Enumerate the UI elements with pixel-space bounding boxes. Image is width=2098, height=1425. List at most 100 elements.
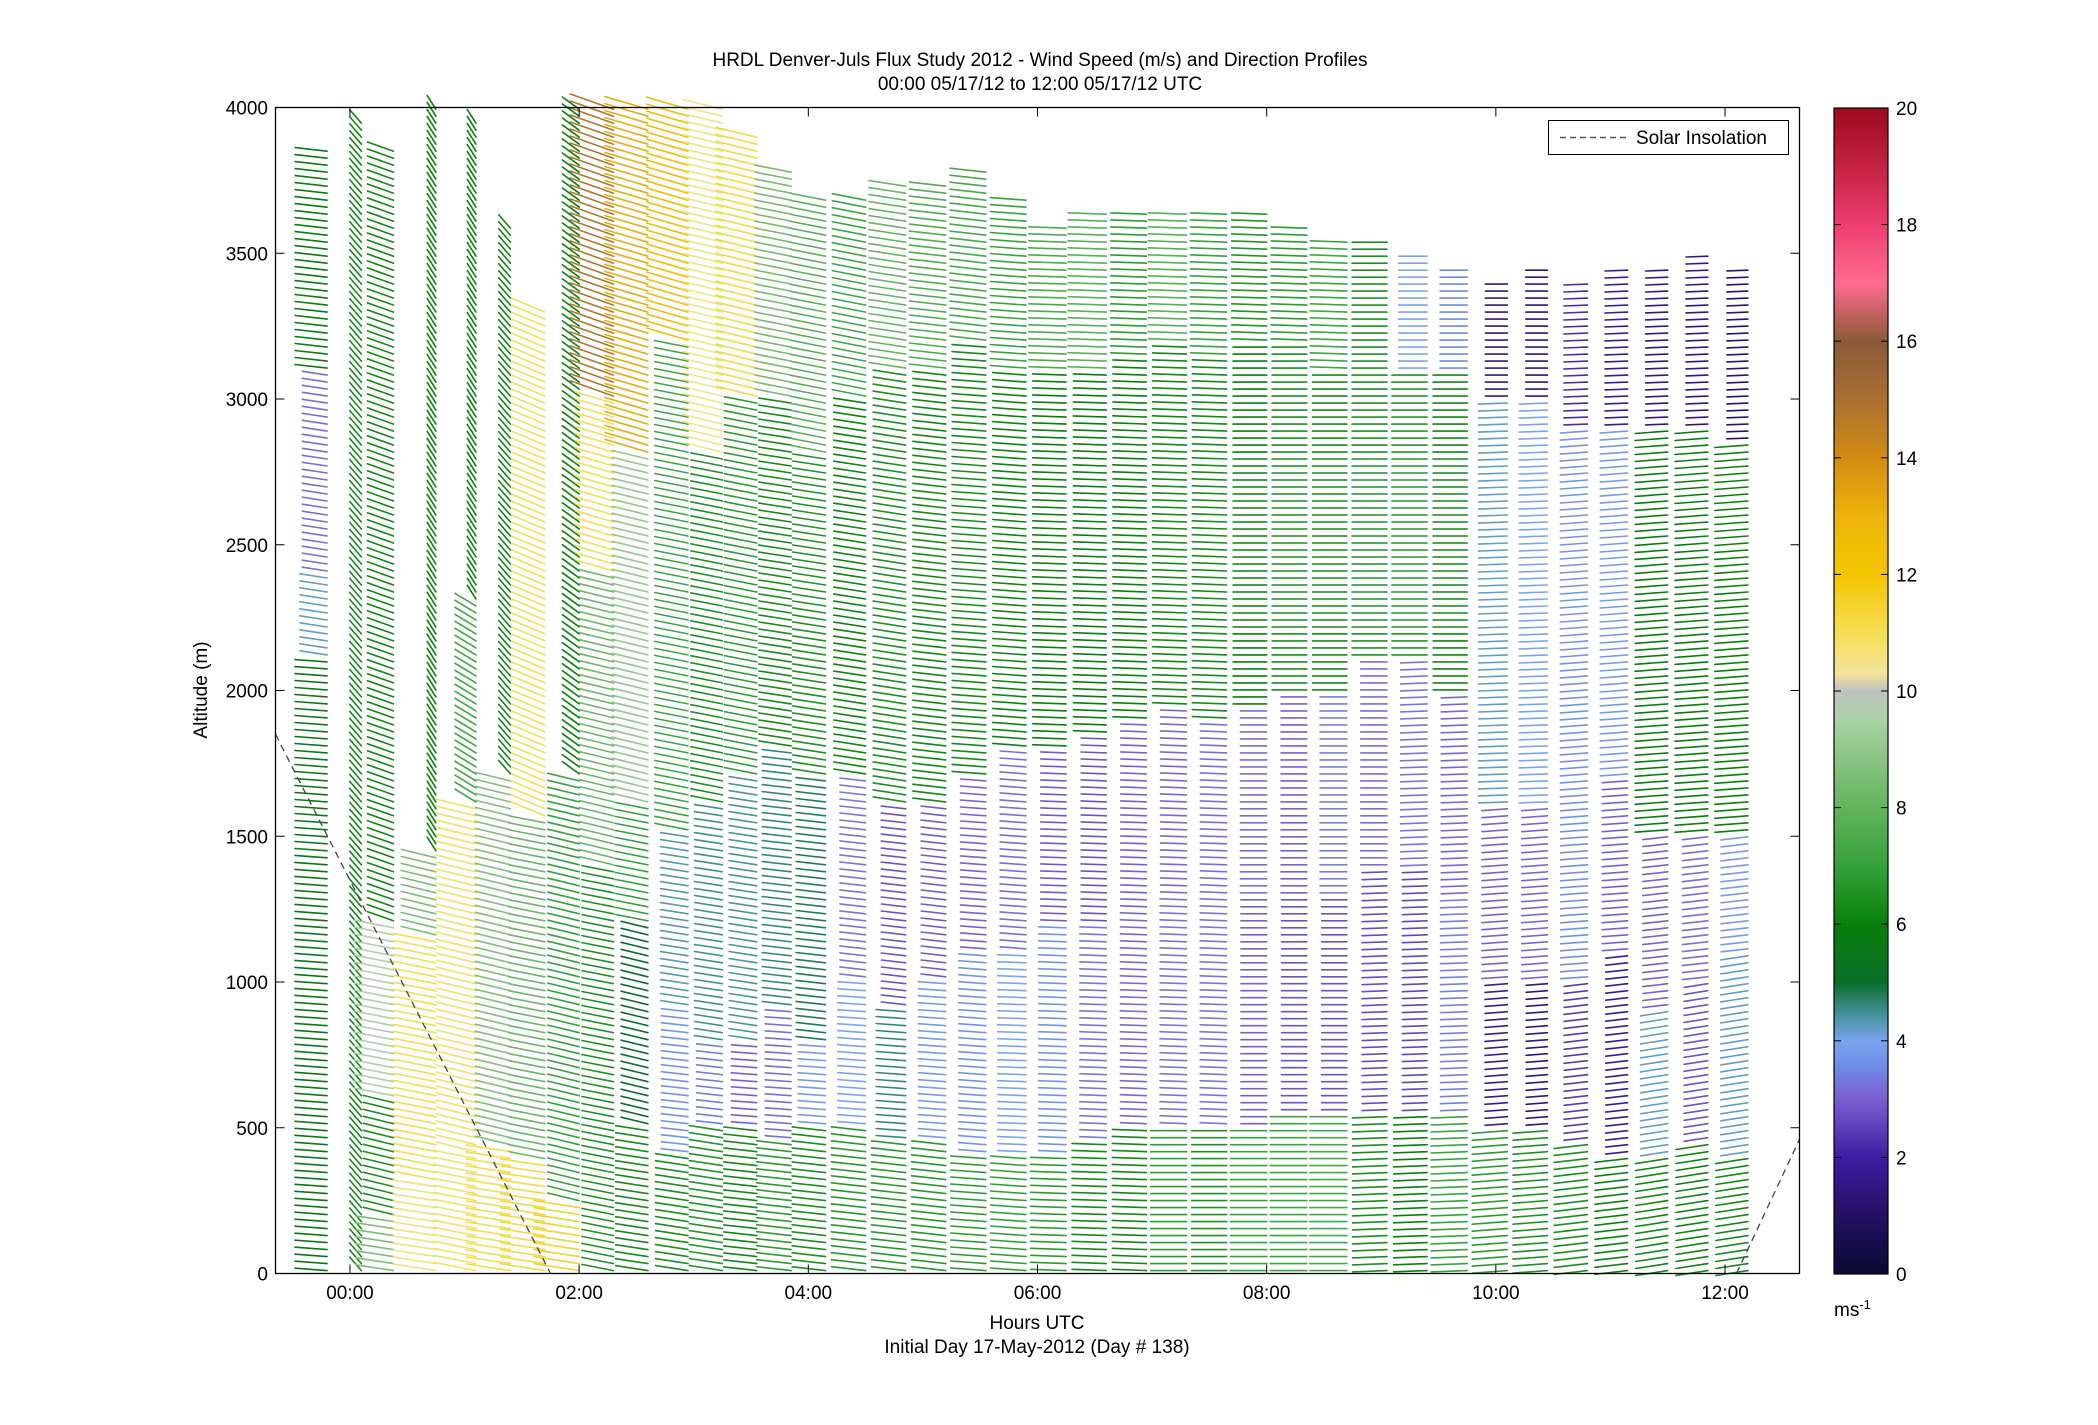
wind-barb (996, 1128, 1027, 1132)
wind-barb (1484, 982, 1509, 987)
wind-barb (497, 556, 512, 572)
wind-barb (620, 1074, 649, 1083)
wind-barb (1191, 491, 1228, 495)
wind-barb (299, 593, 328, 600)
wind-barb (433, 1212, 477, 1223)
wind-barb (1351, 1122, 1388, 1126)
wind-barb (949, 335, 987, 341)
wind-barb (1151, 533, 1188, 537)
wind-barb (348, 584, 363, 600)
wind-barb (353, 954, 395, 964)
wind-barb (872, 705, 907, 712)
wind-barb (1477, 759, 1509, 762)
wind-barb (1037, 1072, 1067, 1076)
wind-barb (1477, 668, 1509, 671)
wind-barb (569, 338, 615, 355)
wind-barb (1199, 988, 1228, 992)
wind-barb (1392, 1241, 1428, 1245)
wind-barb (569, 331, 615, 348)
wind-barb (569, 261, 615, 279)
wind-barb (546, 968, 581, 978)
wind-barb (1230, 240, 1268, 243)
wind-barb (1351, 1248, 1388, 1252)
wind-barb (1439, 996, 1468, 1000)
wind-barb (474, 1100, 512, 1111)
wind-barb (1477, 731, 1509, 734)
wind-barb (366, 141, 395, 152)
wind-barb (836, 1099, 867, 1104)
wind-barb (533, 1206, 581, 1216)
wind-barb (715, 301, 758, 313)
wind-barb (392, 1128, 437, 1139)
wind-barb (1110, 309, 1148, 313)
wind-barb (715, 329, 758, 341)
wind-barb (951, 763, 987, 768)
wind-barb (659, 873, 689, 880)
wind-barb (1067, 254, 1108, 258)
wind-barb (497, 710, 512, 726)
wind-barb (1151, 701, 1188, 705)
wind-barb (366, 644, 395, 656)
wind-barb (653, 563, 689, 572)
wind-barb (1430, 1136, 1468, 1140)
wind-barb (1147, 316, 1188, 320)
wind-barb (957, 1085, 987, 1090)
wind-barb (435, 910, 477, 922)
wind-barb (435, 966, 477, 978)
wind-barb (1477, 689, 1509, 692)
wind-barb (1119, 960, 1148, 964)
wind-barb (996, 1002, 1027, 1006)
wind-barb (715, 182, 758, 194)
wind-barb (348, 423, 363, 439)
wind-barb (831, 234, 867, 243)
wind-barb (435, 931, 477, 943)
wind-barb (912, 559, 947, 565)
wind-barb (353, 947, 395, 957)
wind-barb (392, 1156, 437, 1167)
wind-barb (1119, 974, 1148, 978)
wind-barb (508, 968, 546, 978)
wind-barb (951, 427, 987, 432)
wind-barb (362, 1115, 395, 1125)
wind-barb (789, 241, 827, 250)
wind-barb (1361, 933, 1388, 937)
wind-barb (561, 648, 581, 663)
wind-barb (561, 355, 581, 369)
wind-barb (908, 251, 947, 258)
wind-barb (1110, 261, 1148, 265)
wind-barb (561, 564, 581, 579)
wind-barb (880, 945, 907, 950)
wind-barb (1399, 780, 1428, 783)
wind-barb (761, 958, 792, 964)
wind-barb (832, 705, 867, 712)
wind-barb (754, 297, 792, 306)
wind-barb (791, 628, 827, 635)
wind-barb (348, 437, 363, 453)
wind-barb (611, 540, 649, 551)
wind-barb (578, 680, 615, 691)
wind-barb (546, 1192, 581, 1202)
wind-barb (1112, 526, 1148, 530)
wind-barb (433, 1240, 477, 1251)
wind-barb (757, 656, 792, 663)
wind-barb (755, 1265, 792, 1272)
wind-barb (435, 840, 477, 852)
wind-barb (912, 706, 947, 712)
wind-barb (1031, 561, 1067, 565)
wind-barb (578, 631, 615, 642)
wind-barb (348, 619, 363, 635)
wind-barb (839, 875, 867, 880)
wind-barb (497, 290, 512, 306)
wind-barb (581, 913, 615, 922)
wind-barb (1159, 967, 1188, 971)
wind-barb (1199, 744, 1228, 747)
wind-barb (951, 399, 987, 404)
wind-barb (1191, 358, 1228, 362)
wind-barb (791, 705, 827, 712)
wind-barb (392, 1058, 437, 1069)
wind-barb (653, 570, 689, 579)
wind-barb (1151, 456, 1188, 460)
wind-barb (611, 519, 649, 530)
wind-barb (912, 699, 947, 705)
wind-barb (561, 543, 581, 558)
